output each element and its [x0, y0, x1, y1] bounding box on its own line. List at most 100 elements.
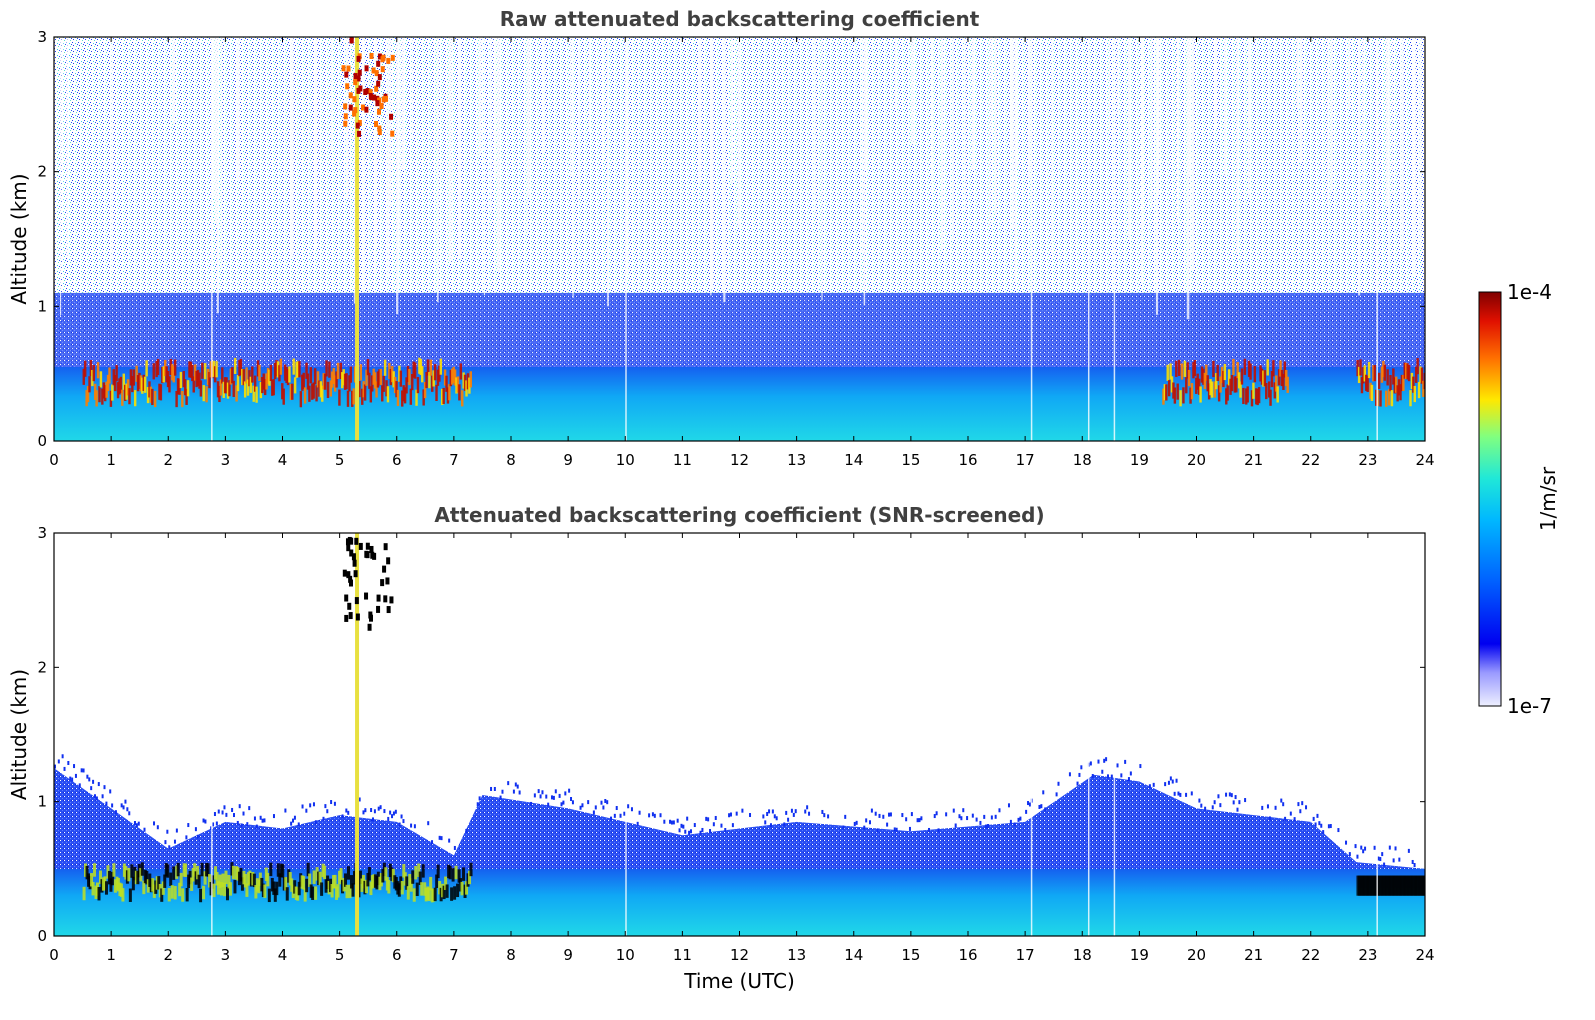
screened-aerosol-cell [311, 886, 315, 900]
x-tick-label: 12 [730, 451, 749, 469]
aerosol-layer-cell [1275, 375, 1278, 392]
cloud-plume-cell [376, 108, 381, 115]
screened-aerosol-cell [266, 872, 270, 887]
aerosol-layer-cell [89, 360, 93, 377]
raw-y-axis: 0 1 2 3 [37, 28, 1425, 450]
screened-edge-cell [1177, 791, 1180, 796]
screened-edge-cell [1411, 859, 1414, 864]
cloud-plume-cell [382, 565, 387, 573]
screened-aerosol-cell [442, 885, 446, 900]
snr-screened-panel: Attenuated backscattering coefficient (S… [7, 503, 1435, 993]
aerosol-layer-cell [1243, 358, 1247, 375]
signal-dropout [330, 37, 333, 153]
signal-dropout [626, 37, 629, 278]
aerosol-layer-cell [252, 385, 255, 402]
screened-edge-cell [427, 821, 430, 826]
aerosol-layer-cell [1362, 367, 1365, 384]
aerosol-layer-cell [1403, 362, 1407, 379]
screened-aerosol-cell [429, 876, 433, 891]
aerosol-layer-cell [103, 385, 107, 402]
screened-edge-cell [537, 789, 540, 794]
screened-edge-cell [870, 808, 873, 813]
aerosol-layer-cell [198, 372, 201, 389]
cloud-plume-cell [386, 57, 391, 64]
x-tick-label: 15 [901, 946, 920, 964]
screened-edge-cell [1169, 776, 1172, 781]
screened-edge-cell [842, 825, 845, 830]
aerosol-layer-cell [359, 364, 363, 381]
cloud-plume-cell [369, 545, 374, 553]
aerosol-layer-cell [208, 372, 211, 389]
x-tick-label: 7 [449, 451, 459, 469]
signal-dropout [220, 37, 223, 271]
aerosol-layer-cell [325, 360, 328, 377]
aerosol-layer-cell [296, 361, 300, 378]
screened-edge-cell [579, 805, 582, 810]
cloud-plume-cell [356, 55, 361, 62]
aerosol-layer-cell [1190, 383, 1194, 400]
aerosol-layer-cell [401, 390, 404, 407]
screened-aerosol-cell [387, 880, 391, 894]
aerosol-layer-cell [1409, 390, 1412, 407]
screened-edge-cell [223, 805, 226, 810]
screened-edge-cell [362, 810, 365, 815]
screened-edge-cell [333, 801, 336, 806]
screened-edge-cell [431, 840, 434, 845]
cloud-plume-cell [380, 579, 385, 587]
aerosol-layer-cell [163, 359, 167, 377]
screened-aerosol-cell [233, 879, 237, 894]
signal-dropout [698, 37, 702, 184]
aerosol-layer-cell [196, 369, 200, 387]
aerosol-layer-cell [165, 366, 168, 383]
screened-edge-cell [78, 783, 81, 788]
x-tick-label: 24 [1415, 451, 1434, 469]
aerosol-layer-cell [1169, 363, 1172, 380]
cloud-plume-cell [380, 56, 385, 63]
signal-dropout [1051, 37, 1054, 255]
screened-aerosol-cell [272, 881, 276, 895]
cloud-plume-cell [376, 60, 381, 67]
x-tick-label: 16 [958, 451, 977, 469]
screened-edge-cell [370, 808, 373, 813]
aerosol-layer-cell [86, 386, 90, 403]
screened-aerosol-cell [448, 865, 452, 880]
screened-edge-cell [1301, 801, 1304, 806]
screened-edge-cell [1055, 792, 1058, 797]
screened-aerosol-cell [202, 885, 206, 900]
screened-aerosol-cell [130, 864, 134, 878]
screened-edge-cell [987, 824, 990, 829]
screened-aerosol-cell [206, 863, 210, 877]
screened-edge-cell [387, 816, 390, 821]
y-tick-label: 2 [37, 163, 47, 181]
aerosol-layer-cell [88, 376, 91, 393]
signal-dropout [863, 37, 866, 306]
aerosol-layer-cell [1389, 375, 1392, 392]
aerosol-layer-cell [85, 390, 88, 407]
aerosol-layer-cell [299, 391, 303, 408]
screened-aerosol-cell [412, 888, 416, 902]
screened-edge-cell [749, 813, 752, 818]
screened-aerosol-cell [1423, 875, 1425, 896]
data-gap-line [1376, 533, 1378, 936]
cloud-plume-cell [356, 75, 361, 82]
screened-edge-cell [895, 827, 898, 832]
colorbar-min-label: 1e-7 [1507, 694, 1552, 718]
aerosol-layer-cell [1256, 388, 1259, 406]
screened-edge-cell [792, 812, 795, 817]
aerosol-layer-cell [179, 371, 183, 389]
screened-edge-cell [1407, 848, 1410, 853]
cloud-plume-cell [377, 74, 382, 81]
aerosol-layer-cell [1236, 362, 1239, 379]
aerosol-layer-cell [101, 388, 104, 405]
signal-dropout [290, 37, 294, 257]
aerosol-layer-cell [1356, 360, 1359, 377]
screened-edge-cell [238, 804, 241, 809]
aerosol-layer-cell [271, 379, 274, 396]
screened-aerosol-cell [199, 888, 203, 903]
aerosol-layer-cell [291, 383, 294, 400]
screened-aerosol-cell [462, 867, 466, 881]
y-tick-label: 0 [37, 432, 47, 450]
aerosol-layer-cell [225, 377, 228, 394]
aerosol-layer-cell [1229, 378, 1232, 395]
screened-edge-cell [638, 810, 641, 815]
